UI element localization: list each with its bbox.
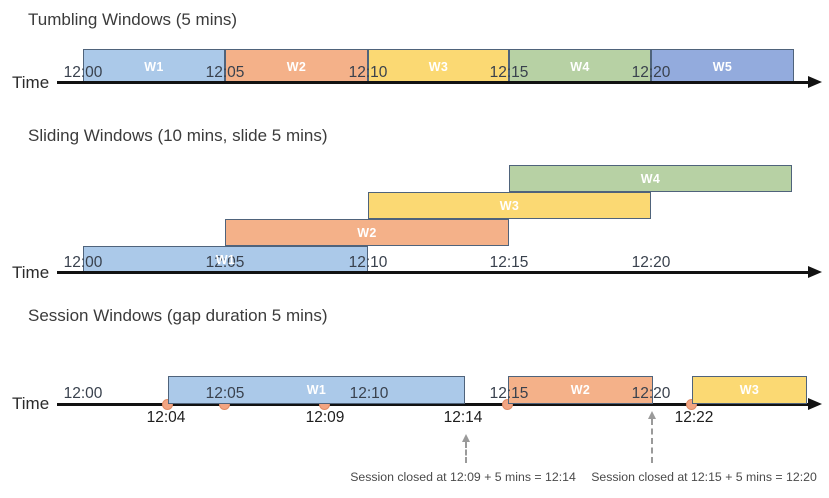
- sliding-tick-1200: 12:00: [63, 254, 103, 271]
- session-tick-1220: 12:20: [631, 385, 671, 402]
- tumbling-window-w4: W4: [509, 49, 651, 84]
- session-window-w3-label: W3: [739, 383, 760, 397]
- tumbling-window-w5-label: W5: [712, 59, 733, 74]
- tumbling-tick-1210: 12:10: [348, 64, 388, 81]
- sliding-tick-1220: 12:20: [631, 254, 671, 271]
- session-title: Session Windows (gap duration 5 mins): [28, 306, 328, 325]
- tumbling-tick-1205: 12:05: [205, 64, 245, 81]
- tumbling-tick-1220: 12:20: [631, 64, 671, 81]
- session-window-w1-label: W1: [306, 383, 327, 397]
- tumbling-window-w3: W3: [368, 49, 509, 84]
- tumbling-tick-1200: 12:00: [63, 64, 103, 81]
- sliding-timeline: [57, 271, 810, 274]
- tumbling-title: Tumbling Windows (5 mins): [28, 10, 238, 29]
- sliding-window-w1-label: W1: [215, 253, 236, 267]
- tumbling-timeline: [57, 81, 810, 84]
- tumbling-window-w2-label: W2: [286, 59, 307, 74]
- event-dot-1222: [686, 399, 697, 410]
- session-window-w2-label: W2: [570, 383, 591, 397]
- sliding-window-w3-label: W3: [499, 198, 520, 213]
- sliding-window-w3: W3: [368, 192, 651, 219]
- session-annotation-1: Session closed at 12:09 + 5 mins = 12:14: [350, 470, 576, 484]
- sliding-tick-1205: 12:05: [205, 254, 245, 271]
- sliding-window-w4-label: W4: [640, 171, 661, 186]
- session-tick-1215: 12:15: [489, 385, 529, 402]
- tumbling-window-w4-label: W4: [570, 59, 590, 74]
- session-tick-1210: 12:10: [349, 385, 389, 402]
- event-dot-1215: [502, 399, 513, 410]
- tumbling-timeline-arrow-icon: [808, 76, 822, 88]
- sliding-time-label: Time: [12, 263, 50, 282]
- sliding-window-w4: W4: [509, 165, 792, 192]
- sliding-window-w1: W1: [83, 246, 368, 274]
- tumbling-window-w5: W5: [651, 49, 794, 84]
- event-label-1222: 12:22: [674, 409, 714, 426]
- event-dot-1204: [162, 399, 173, 410]
- tumbling-tick-1215: 12:15: [489, 64, 529, 81]
- session-timeline: [57, 403, 810, 406]
- tumbling-time-label: Time: [12, 73, 50, 92]
- event-label-1209: 12:09: [305, 409, 345, 426]
- tumbling-window-w1: W1: [83, 49, 225, 84]
- session-window-w1: W1: [168, 376, 465, 404]
- session-tick-1205: 12:05: [205, 385, 245, 402]
- sliding-tick-1210: 12:10: [348, 254, 388, 271]
- session-close-arrow-1-icon: [461, 434, 470, 463]
- session-timeline-arrow-icon: [808, 398, 822, 410]
- sliding-timeline-arrow-icon: [808, 266, 822, 278]
- session-time-label: Time: [12, 394, 50, 413]
- tumbling-window-w2: W2: [225, 49, 368, 84]
- session-tick-1200: 12:00: [63, 385, 103, 402]
- tumbling-window-w3-label: W3: [428, 59, 449, 74]
- sliding-tick-1215: 12:15: [489, 254, 529, 271]
- session-close-arrow-2-icon: [647, 411, 656, 463]
- event-label-1204: 12:04: [146, 409, 186, 426]
- session-window-w2: W2: [508, 376, 653, 404]
- tumbling-window-w1-label: W1: [144, 59, 164, 74]
- sliding-window-w2-label: W2: [357, 225, 377, 240]
- session-annotation-2: Session closed at 12:15 + 5 mins = 12:20: [591, 470, 817, 484]
- event-label-1214: 12:14: [443, 409, 483, 426]
- session-window-w3: W3: [692, 376, 807, 404]
- sliding-window-w2: W2: [225, 219, 509, 246]
- sliding-title: Sliding Windows (10 mins, slide 5 mins): [28, 126, 328, 145]
